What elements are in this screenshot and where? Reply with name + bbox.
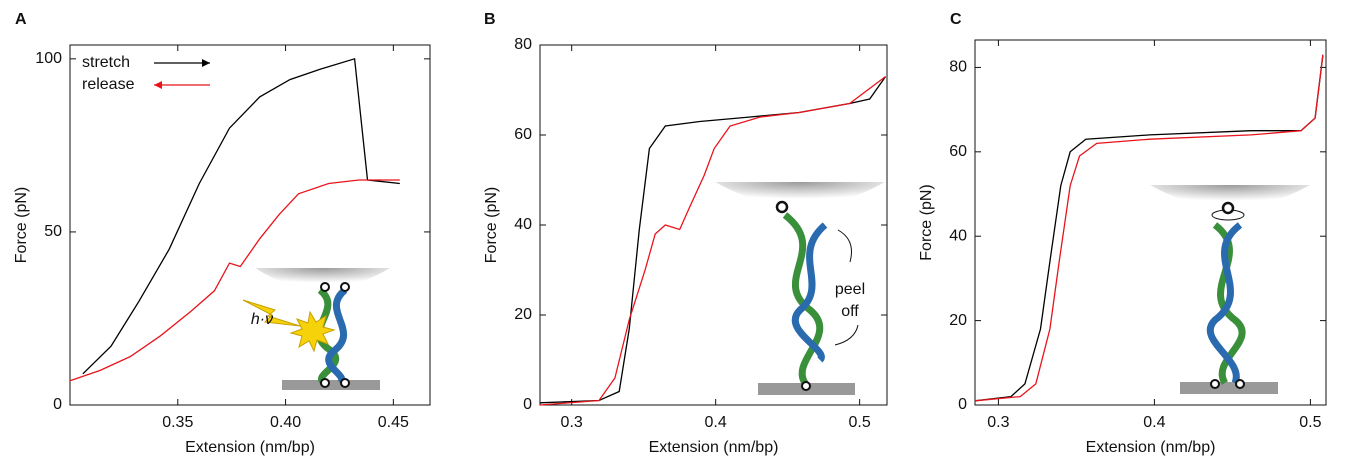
data-line (539, 75, 886, 406)
y-tick-label: 100 (35, 50, 62, 67)
annotation: peel (835, 281, 865, 298)
plot-frame (539, 44, 888, 406)
x-tick-label: 0.45 (378, 414, 409, 431)
data-line (974, 54, 1324, 402)
legend-arrowhead (154, 81, 162, 89)
y-axis-label: Force (pN) (13, 187, 30, 263)
x-tick-label: 0.5 (1299, 414, 1321, 431)
y-tick-label: 60 (949, 143, 967, 160)
legend-label: release (82, 76, 135, 93)
annotation: off (841, 303, 859, 320)
panel-label: B (484, 11, 496, 28)
x-tick-label: 0.5 (849, 414, 871, 431)
annotation: h·ν (251, 311, 273, 328)
data-line (82, 57, 400, 375)
data-line (69, 179, 400, 382)
x-tick-label: 0.3 (987, 414, 1009, 431)
illustration-a (242, 268, 390, 390)
plot-frame (974, 39, 1327, 406)
illustration-b (715, 182, 885, 395)
y-tick-label: 0 (53, 396, 62, 413)
x-tick-label: 0.4 (705, 414, 727, 431)
x-tick-label: 0.35 (162, 414, 193, 431)
y-axis-label: Force (pN) (483, 187, 500, 263)
data-line (974, 54, 1324, 402)
y-tick-label: 20 (949, 312, 967, 329)
y-tick-label: 60 (514, 126, 532, 143)
plot-frame (69, 44, 431, 406)
y-axis-label: Force (pN) (918, 184, 935, 260)
x-axis-label: Extension (nm/bp) (649, 439, 779, 456)
y-tick-label: 80 (949, 59, 967, 76)
x-tick-label: 0.40 (270, 414, 301, 431)
panel-label: A (15, 11, 27, 28)
data-line (539, 76, 887, 404)
x-tick-label: 0.4 (1143, 414, 1165, 431)
y-tick-label: 0 (958, 396, 967, 413)
y-tick-label: 20 (514, 306, 532, 323)
y-tick-label: 80 (514, 36, 532, 53)
x-tick-label: 0.3 (561, 414, 583, 431)
legend-arrowhead (202, 59, 210, 67)
x-axis-label: Extension (nm/bp) (1086, 439, 1216, 456)
legend-label: stretch (82, 54, 130, 71)
y-tick-label: 40 (514, 216, 532, 233)
y-tick-label: 40 (949, 227, 967, 244)
panel-label: C (950, 11, 962, 28)
y-tick-label: 50 (44, 223, 62, 240)
x-axis-label: Extension (nm/bp) (185, 439, 315, 456)
y-tick-label: 0 (523, 396, 532, 413)
illustration-c (1150, 185, 1310, 394)
